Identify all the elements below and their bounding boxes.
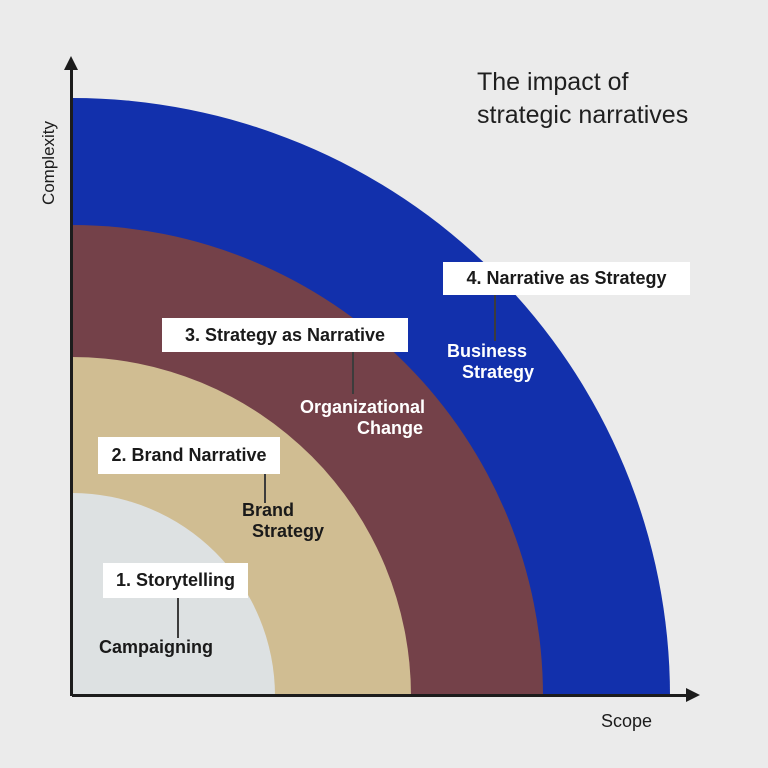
area-label-business-strategy-line1: Business (447, 341, 528, 361)
label-box-narrative-as-strategy: 4. Narrative as Strategy (443, 262, 690, 295)
connector-narrative-as-strategy (494, 294, 496, 341)
area-label-brand-strategy-line1: Brand (242, 500, 295, 520)
area-label-business-strategy-line2: Strategy (462, 362, 535, 382)
label-box-storytelling-text: 1. Storytelling (115, 570, 236, 590)
label-box-narrative-as-strategy-text: 4. Narrative as Strategy (466, 268, 667, 288)
label-box-brand-narrative: 2. Brand Narrative (98, 437, 280, 474)
area-label-campaigning: Campaigning (99, 637, 213, 658)
label-box-brand-narrative-text: 2. Brand Narrative (111, 445, 267, 465)
x-axis-arrowhead-icon (686, 688, 700, 702)
x-axis-line (72, 694, 688, 697)
diagram-title-line1: The impact of (477, 68, 629, 96)
area-label-business-strategy: Business Strategy (447, 341, 534, 383)
area-label-brand-strategy-line2: Strategy (252, 521, 325, 541)
diagram-title: The impact of strategic narratives (477, 66, 688, 132)
connector-storytelling (177, 597, 179, 638)
area-label-organizational-change-line1: Organizational (300, 397, 426, 417)
connector-strategy-as-narrative (352, 351, 354, 394)
y-axis-arrowhead-icon (64, 56, 78, 70)
area-label-organizational-change: Organizational Change (300, 397, 425, 439)
label-box-strategy-as-narrative-text: 3. Strategy as Narrative (184, 324, 386, 345)
y-axis-line (70, 68, 73, 696)
area-label-campaigning-line1: Campaigning (99, 637, 214, 657)
label-box-storytelling: 1. Storytelling (103, 563, 248, 598)
area-label-organizational-change-line2: Change (357, 418, 424, 438)
area-label-brand-strategy: Brand Strategy (242, 500, 324, 542)
connector-brand-narrative (264, 473, 266, 503)
diagram-title-line2: strategic narratives (477, 101, 689, 129)
y-axis-label: Complexity (39, 120, 58, 206)
label-box-strategy-as-narrative: 3. Strategy as Narrative (162, 318, 408, 352)
x-axis-label: Scope (601, 711, 653, 731)
